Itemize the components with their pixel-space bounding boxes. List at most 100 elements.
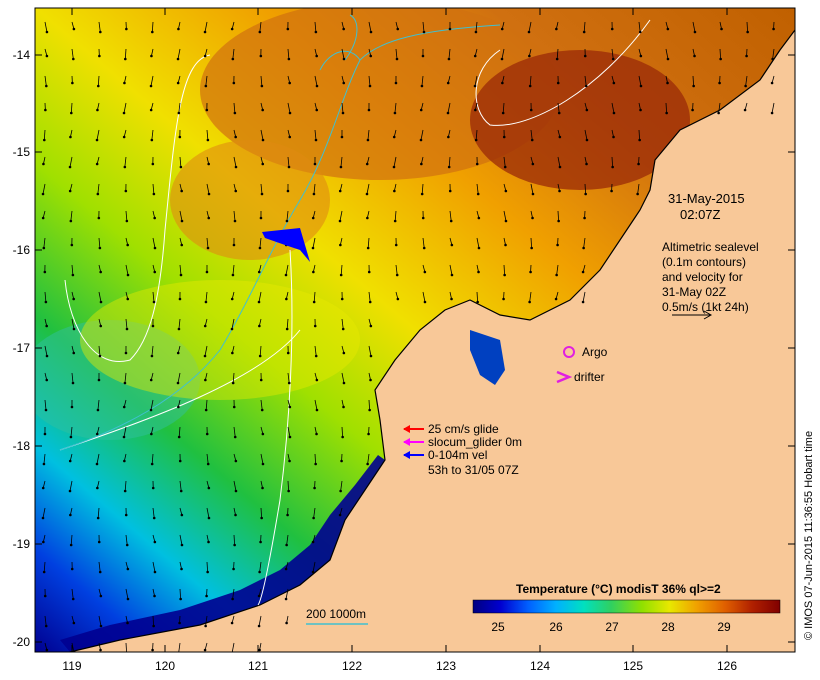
velocity-arrow	[503, 210, 507, 222]
velocity-arrow-head	[259, 216, 263, 220]
velocity-arrow-head	[205, 594, 208, 598]
velocity-arrow-head	[581, 270, 585, 274]
velocity-arrow-head	[394, 81, 398, 85]
velocity-arrow-head	[637, 162, 640, 166]
velocity-arrow-head	[95, 138, 99, 142]
velocity-arrow	[231, 642, 235, 652]
velocity-arrow-head	[315, 378, 319, 382]
velocity-arrow-head	[585, 108, 589, 112]
velocity-arrow-head	[312, 300, 316, 304]
velocity-arrow-head	[447, 57, 451, 61]
velocity-arrow-head	[342, 381, 346, 385]
velocity-arrow	[584, 129, 588, 141]
velocity-arrow	[151, 345, 154, 357]
velocity-arrow-head	[449, 219, 453, 223]
velocity-arrow-head	[342, 351, 346, 355]
green-patch	[35, 320, 200, 440]
velocity-arrow-head	[744, 84, 747, 88]
velocity-arrow-head	[556, 243, 559, 247]
velocity-arrow-head	[422, 246, 426, 250]
velocity-arrow-head	[287, 489, 290, 493]
velocity-arrow	[152, 615, 155, 627]
velocity-arrow	[313, 291, 316, 303]
lat-axis: -14 -15 -16 -17 -18 -19 -20	[13, 48, 795, 649]
velocity-arrow-head	[153, 570, 157, 574]
velocity-arrow-head	[396, 27, 400, 31]
velocity-arrow	[233, 534, 236, 546]
velocity-arrow-head	[611, 165, 614, 169]
lon-tick-label: 120	[155, 659, 175, 673]
velocity-arrow-head	[203, 54, 207, 58]
velocity-arrow	[340, 156, 343, 168]
velocity-arrow	[205, 75, 208, 87]
velocity-arrow-head	[369, 378, 372, 382]
velocity-arrow-head	[396, 297, 400, 301]
velocity-arrow	[341, 102, 344, 114]
velocity-arrow	[42, 183, 46, 195]
velocity-arrow-head	[180, 243, 184, 247]
velocity-arrow-head	[231, 597, 234, 601]
velocity-arrow-head	[261, 486, 264, 490]
velocity-arrow-head	[68, 459, 72, 463]
velocity-arrow-head	[502, 297, 505, 301]
velocity-arrow-head	[394, 243, 398, 247]
velocity-arrow	[718, 102, 721, 114]
lat-tick-label: -18	[13, 439, 31, 453]
velocity-arrow-head	[612, 111, 616, 115]
colorbar: Temperature (°C) modisT 36% ql>=2 25 26 …	[472, 582, 781, 634]
velocity-arrow-head	[207, 192, 211, 196]
velocity-arrow	[232, 48, 235, 60]
velocity-arrow-head	[257, 594, 261, 598]
velocity-arrow-head	[69, 219, 73, 223]
velocity-arrow	[206, 129, 209, 141]
velocity-arrow	[314, 399, 318, 411]
velocity-arrow-head	[314, 462, 317, 466]
velocity-arrow	[285, 588, 289, 600]
lat-tick-label: -20	[13, 635, 31, 649]
velocity-arrow	[43, 561, 46, 573]
velocity-arrow-head	[96, 108, 99, 112]
velocity-arrow-head	[96, 84, 100, 88]
velocity-arrow-head	[638, 138, 641, 142]
velocity-arrow-head	[232, 243, 236, 247]
velocity-arrow-head	[207, 486, 211, 490]
velocity-arrow-head	[151, 162, 155, 166]
velocity-arrow-head	[340, 459, 343, 463]
velocity-arrow-head	[450, 243, 454, 247]
velocity-arrow-head	[126, 243, 129, 247]
velocity-arrow-head	[476, 300, 479, 304]
velocity-arrow-head	[531, 192, 535, 196]
velocity-arrow-head	[720, 27, 723, 31]
velocity-arrow-head	[342, 27, 345, 31]
velocity-arrow-head	[311, 540, 315, 544]
velocity-arrow	[611, 102, 615, 114]
velocity-arrow-head	[288, 459, 291, 463]
velocity-arrow	[448, 48, 451, 60]
velocity-arrow-head	[150, 54, 153, 58]
velocity-arrow-head	[177, 27, 180, 31]
velocity-arrow-head	[232, 405, 236, 409]
velocity-arrow-head	[151, 324, 155, 328]
velocity-arrow-head	[284, 567, 288, 571]
velocity-arrow-head	[261, 162, 265, 166]
velocity-arrow-head	[124, 513, 128, 517]
velocity-arrow	[70, 210, 73, 222]
velocity-arrow-head	[287, 57, 291, 61]
velocity-arrow-head	[45, 324, 48, 328]
velocity-arrow-head	[368, 408, 371, 412]
land-mainland	[70, 30, 795, 652]
velocity-arrow-head	[97, 216, 101, 220]
velocity-arrow	[420, 129, 424, 141]
sealevel-contour	[59, 329, 301, 451]
velocity-arrow-head	[448, 27, 452, 31]
velocity-arrow	[394, 210, 397, 222]
date-label: 31-May-2015	[668, 191, 745, 206]
velocity-arrow	[233, 102, 236, 114]
velocity-field	[41, 21, 775, 652]
velocity-arrow	[287, 480, 290, 492]
velocity-arrow-head	[45, 354, 49, 358]
velocity-arrow-head	[369, 324, 373, 328]
velocity-arrow-head	[152, 624, 155, 628]
velocity-arrow-head	[41, 216, 45, 220]
velocity-arrow	[285, 264, 289, 276]
